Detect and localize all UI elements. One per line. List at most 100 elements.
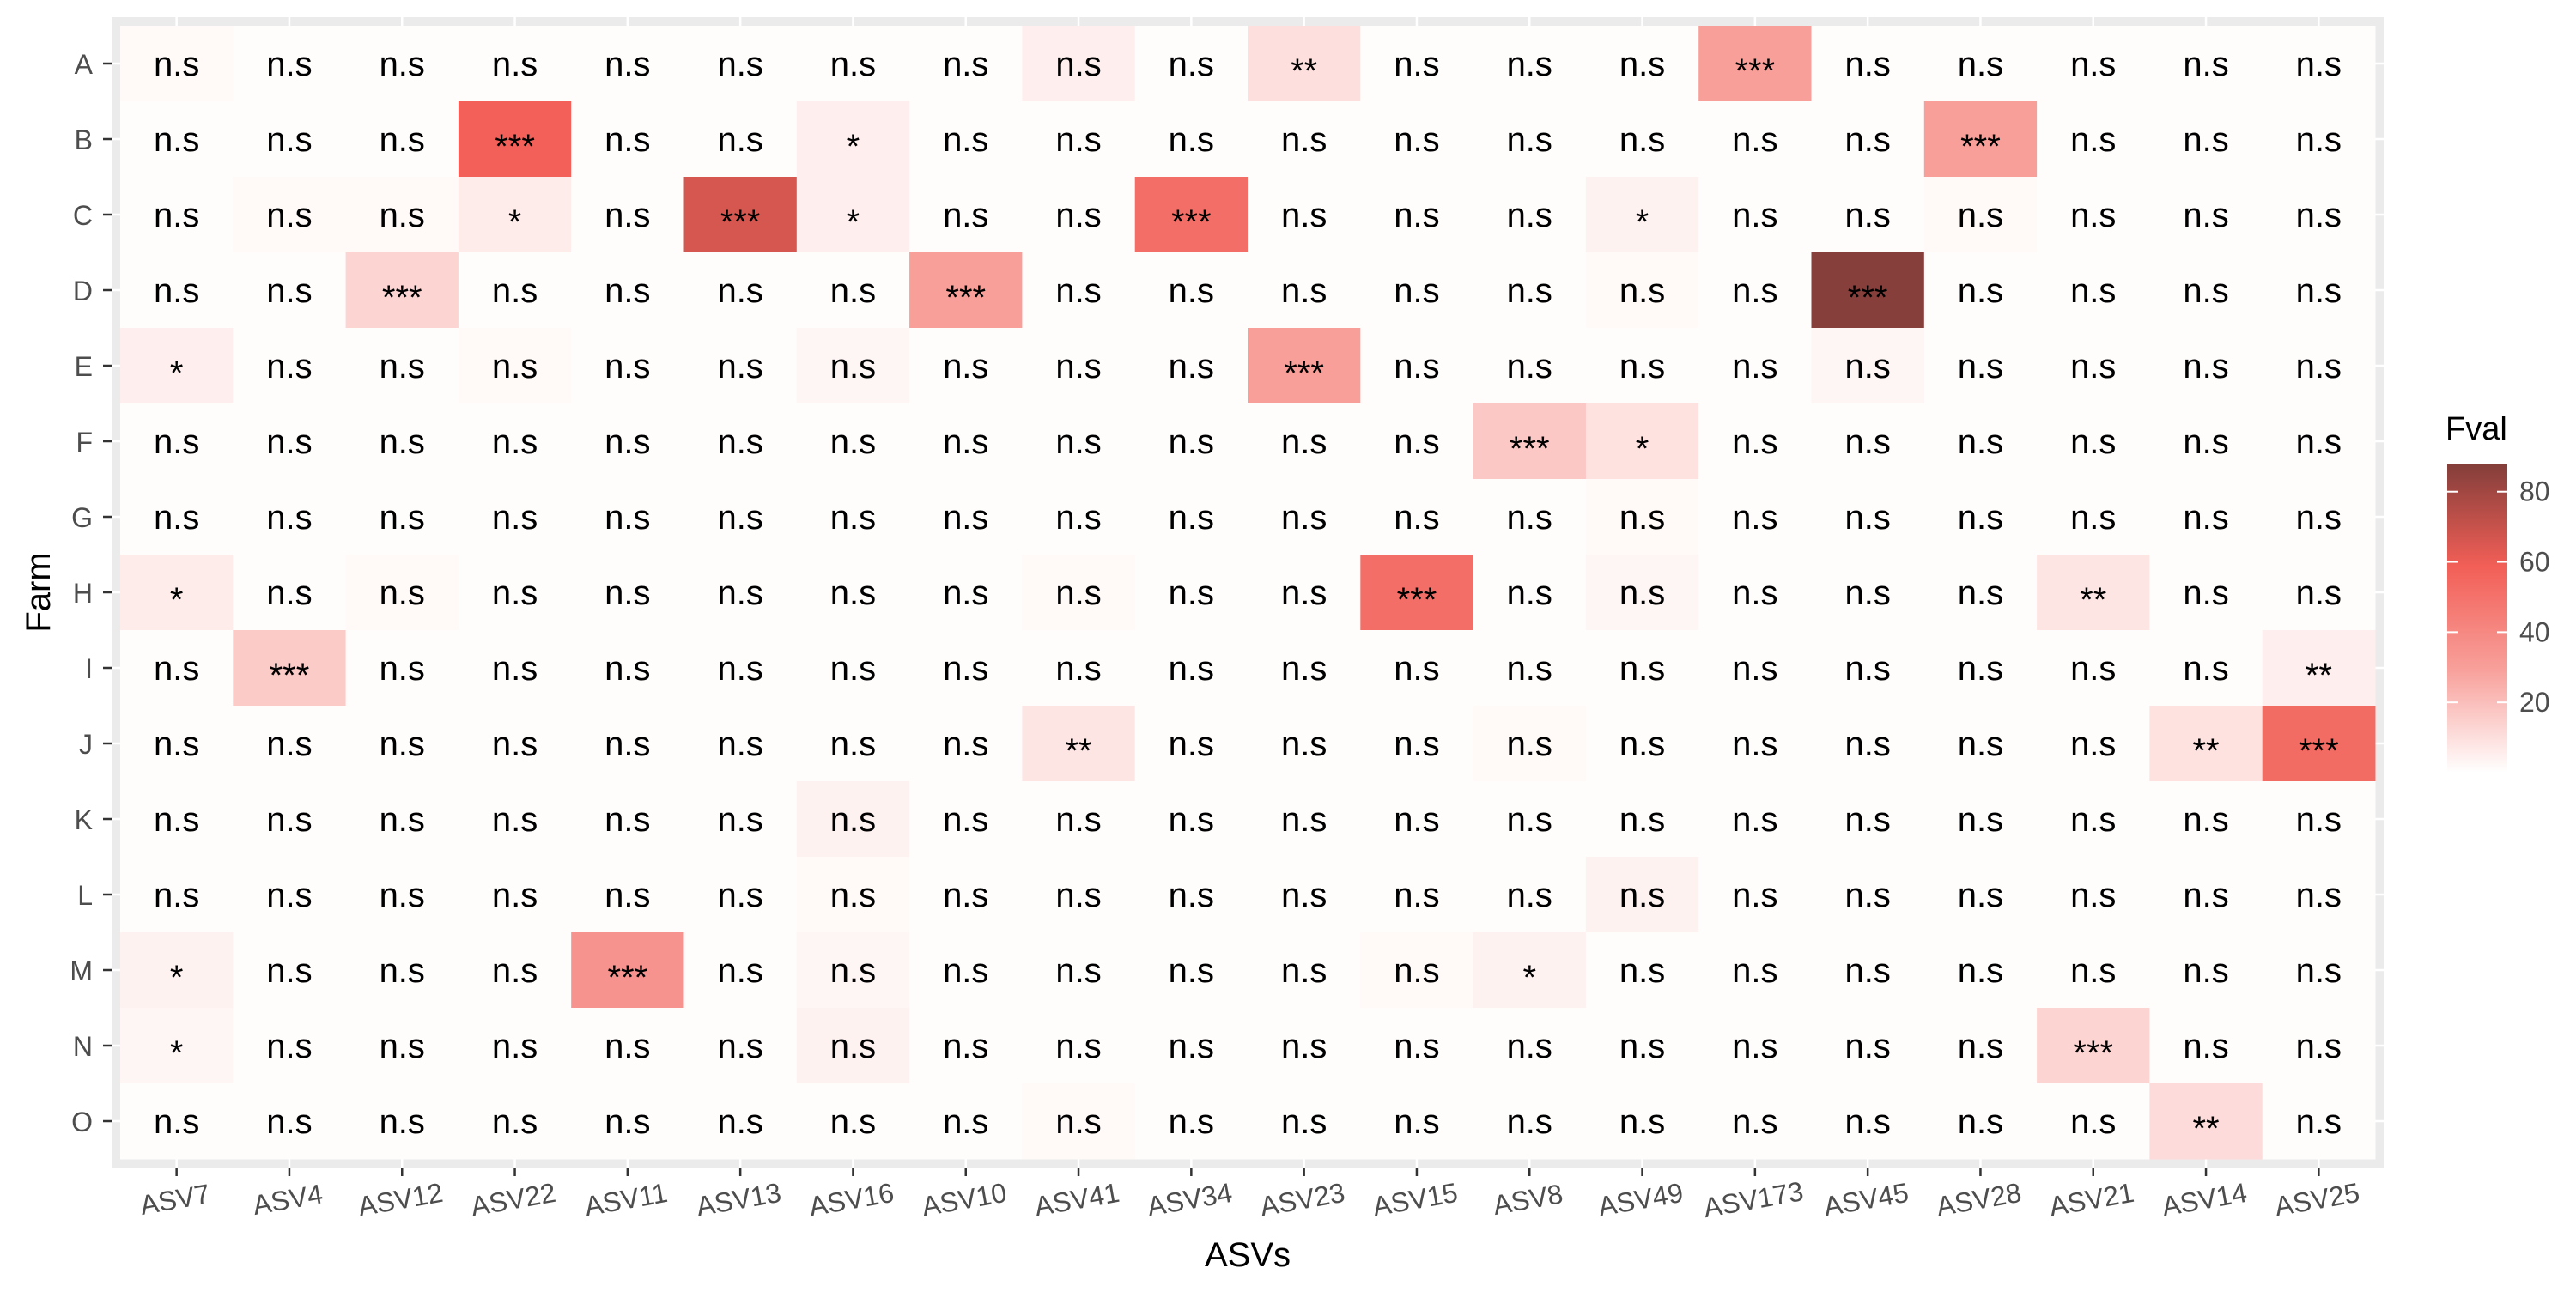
cell-label: *** bbox=[945, 279, 986, 317]
heatmap-cell bbox=[683, 932, 798, 1009]
heatmap-cell bbox=[2262, 630, 2376, 707]
cell-label: n.s bbox=[2183, 272, 2228, 310]
heatmap-cell bbox=[458, 857, 572, 933]
cell-label: n.s bbox=[2296, 423, 2342, 461]
y-axis: A B C D E F G H I J K L M N O bbox=[70, 49, 112, 1137]
heatmap-cell bbox=[345, 101, 459, 178]
heatmap-cell bbox=[1585, 1008, 1699, 1084]
heatmap-cell bbox=[233, 101, 347, 178]
cell-label: * bbox=[170, 355, 184, 392]
cell-label: n.s bbox=[2183, 1028, 2228, 1065]
heatmap-cell bbox=[1811, 26, 1925, 102]
heatmap-cell bbox=[2149, 555, 2263, 631]
heatmap-cell bbox=[1248, 403, 1361, 480]
cell-label: n.s bbox=[1394, 1103, 1439, 1141]
heatmap-cell bbox=[796, 781, 910, 858]
heatmap-cell bbox=[2149, 26, 2263, 102]
heatmap-cell bbox=[1698, 1083, 1812, 1160]
cell-label: n.s bbox=[2296, 197, 2342, 234]
cell-label: n.s bbox=[2183, 348, 2228, 385]
heatmap-cell bbox=[1923, 857, 2038, 933]
y-tick-label: G bbox=[71, 502, 93, 533]
cell-label: n.s bbox=[266, 725, 312, 763]
cell-label: n.s bbox=[492, 801, 538, 839]
heatmap-cell bbox=[1248, 555, 1361, 631]
heatmap-cell bbox=[120, 252, 234, 329]
heatmap-cell bbox=[909, 403, 1023, 480]
heatmap-cell bbox=[1473, 932, 1587, 1009]
cell-label: n.s bbox=[154, 423, 199, 461]
cell-label: n.s bbox=[2070, 45, 2116, 83]
cell-label: n.s bbox=[1619, 1028, 1665, 1065]
heatmap-cell bbox=[120, 403, 234, 480]
heatmap-cell bbox=[2149, 630, 2263, 707]
cell-label: n.s bbox=[1958, 1028, 2003, 1065]
heatmap-cell bbox=[233, 781, 347, 858]
heatmap-cell bbox=[1360, 630, 1474, 707]
heatmap-cell bbox=[2262, 328, 2376, 404]
heatmap-cell bbox=[796, 328, 910, 404]
heatmap-cell bbox=[1360, 932, 1474, 1009]
heatmap-cell bbox=[1473, 781, 1587, 858]
heatmap-cell bbox=[2262, 101, 2376, 178]
cell-label: n.s bbox=[492, 650, 538, 688]
cell-label: ** bbox=[2080, 581, 2106, 619]
heatmap-cell bbox=[1698, 781, 1812, 858]
heatmap-cell bbox=[233, 177, 347, 253]
cell-label: n.s bbox=[1507, 574, 1552, 612]
heatmap-cell bbox=[909, 1083, 1023, 1160]
cell-label: n.s bbox=[266, 121, 312, 159]
cell-label: n.s bbox=[605, 121, 650, 159]
heatmap-cell bbox=[796, 1083, 910, 1160]
heatmap-cell bbox=[233, 403, 347, 480]
heatmap-cell bbox=[1248, 857, 1361, 933]
y-tick-label: F bbox=[76, 427, 93, 458]
cell-label: n.s bbox=[380, 348, 425, 385]
heatmap-cell bbox=[1022, 328, 1136, 404]
cell-label: n.s bbox=[492, 272, 538, 310]
heatmap-cell bbox=[1248, 630, 1361, 707]
heatmap-cell bbox=[1473, 630, 1587, 707]
cell-label: n.s bbox=[1507, 1103, 1552, 1141]
cell-label: n.s bbox=[1732, 272, 1777, 310]
heatmap-cell bbox=[1022, 781, 1136, 858]
heatmap-cell bbox=[2149, 328, 2263, 404]
cell-label: n.s bbox=[1844, 121, 1890, 159]
heatmap-cell bbox=[2037, 630, 2150, 707]
cell-label: n.s bbox=[2070, 876, 2116, 914]
cell-label: n.s bbox=[1055, 348, 1101, 385]
cell-label: n.s bbox=[1507, 1028, 1552, 1065]
heatmap-cell bbox=[2037, 932, 2150, 1009]
heatmap-cell bbox=[2037, 479, 2150, 555]
cell-label: n.s bbox=[1281, 1028, 1327, 1065]
heatmap-cell bbox=[120, 177, 234, 253]
cell-label: n.s bbox=[492, 45, 538, 83]
heatmap-cell bbox=[345, 857, 459, 933]
heatmap-cell bbox=[683, 1008, 798, 1084]
heatmap-cell bbox=[1473, 328, 1587, 404]
cell-label: n.s bbox=[943, 801, 988, 839]
heatmap-cell bbox=[1473, 1008, 1587, 1084]
heatmap-cell bbox=[458, 630, 572, 707]
heatmap-cell bbox=[1698, 630, 1812, 707]
heatmap-cell bbox=[1473, 26, 1587, 102]
cell-label: * bbox=[1636, 203, 1649, 241]
cell-label: n.s bbox=[2183, 45, 2228, 83]
cell-label: * bbox=[508, 203, 522, 241]
heatmap-cell bbox=[1360, 1008, 1474, 1084]
heatmap-cell bbox=[2037, 706, 2150, 782]
cell-label: n.s bbox=[1394, 272, 1439, 310]
cell-label: n.s bbox=[1394, 725, 1439, 763]
heatmap-cell bbox=[2149, 857, 2263, 933]
cell-label: *** bbox=[1735, 52, 1775, 90]
heatmap-cell bbox=[571, 26, 684, 102]
cell-label: n.s bbox=[492, 423, 538, 461]
cell-label: n.s bbox=[1619, 1103, 1665, 1141]
heatmap-cell bbox=[1811, 1083, 1925, 1160]
heatmap-cell bbox=[1811, 403, 1925, 480]
heatmap-cell bbox=[1585, 177, 1699, 253]
cell-label: n.s bbox=[717, 272, 762, 310]
cell-label: n.s bbox=[154, 801, 199, 839]
x-tick-label: ASV49 bbox=[1595, 1177, 1685, 1222]
